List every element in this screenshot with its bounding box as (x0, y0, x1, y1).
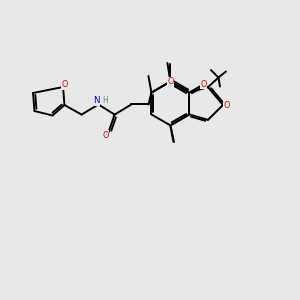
Text: O: O (61, 80, 68, 89)
Text: O: O (224, 100, 230, 109)
Text: O: O (167, 77, 174, 86)
Text: H: H (102, 96, 108, 105)
Text: N: N (93, 96, 100, 105)
Text: O: O (200, 80, 207, 89)
Text: O: O (102, 130, 109, 140)
